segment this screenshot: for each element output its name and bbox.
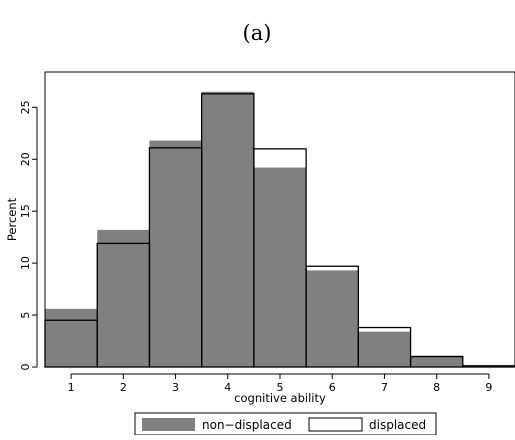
y-tick-label-10: 10 [19,256,32,270]
y-tick-label-25: 25 [19,100,32,114]
legend-label-displaced: displaced [369,418,426,432]
axes: 0 5 10 15 20 25 1 2 3 4 5 6 7 8 9 [19,71,515,394]
y-tick-label-0: 0 [19,364,32,371]
bar-non-displaced-5 [253,167,307,367]
x-tick-label-8: 8 [433,381,440,394]
x-axis-title: cognitive ability [234,391,326,405]
x-tick-label-9: 9 [485,381,492,394]
x-tick-label-3: 3 [172,381,179,394]
plot-frame [44,71,515,368]
y-tick-label-20: 20 [19,152,32,166]
x-tick-label-5: 5 [277,381,284,394]
legend-label-non-displaced: non−displaced [202,418,292,432]
legend: non−displaced displaced [134,412,437,436]
panel-label: (a) [243,21,272,45]
bar-non-displaced-7 [358,331,411,367]
y-axis-title: Percent [5,197,19,241]
non-displaced-bars [45,91,515,368]
bar-non-displaced-4 [201,91,254,368]
bar-non-displaced-2 [97,229,150,367]
x-tick-label-6: 6 [329,381,336,394]
bar-non-displaced-3 [149,140,202,367]
x-tick-label-4: 4 [224,381,231,394]
y-tick-label-15: 15 [19,204,32,218]
y-tick-label-5: 5 [19,312,32,319]
x-tick-label-7: 7 [381,381,388,394]
x-tick-label-2: 2 [120,381,127,394]
legend-swatch-non-displaced [142,418,195,431]
bar-non-displaced-1 [45,308,98,367]
bar-non-displaced-6 [306,270,359,367]
legend-swatch-displaced [308,417,363,432]
bar-non-displaced-8 [410,355,463,367]
x-tick-label-1: 1 [68,381,75,394]
